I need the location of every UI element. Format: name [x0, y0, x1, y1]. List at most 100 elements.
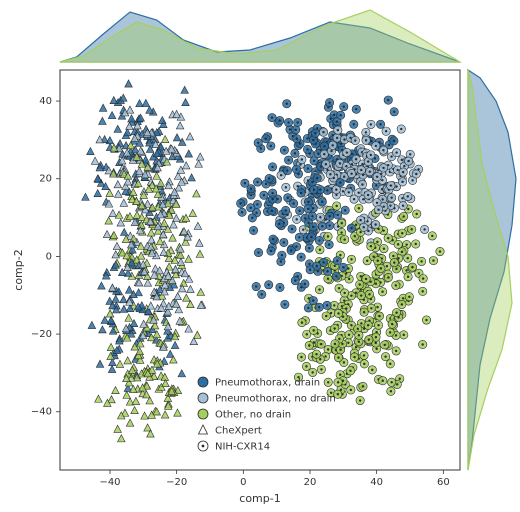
scatter-point	[110, 96, 118, 103]
scatter-point-dot	[280, 174, 282, 176]
scatter-point	[196, 239, 204, 246]
scatter-point-dot	[311, 215, 313, 217]
scatter-point-dot	[371, 369, 373, 371]
scatter-point-dot	[300, 356, 302, 358]
legend-marker	[198, 393, 208, 403]
scatter-point-dot	[310, 236, 312, 238]
scatter-point-dot	[363, 363, 365, 365]
scatter-point-dot	[312, 139, 314, 141]
scatter-point-dot	[271, 198, 273, 200]
scatter-point-dot	[375, 342, 377, 344]
scatter-point	[106, 310, 114, 317]
scatter-point	[153, 172, 161, 179]
scatter-point-dot	[348, 278, 350, 280]
scatter-point-dot	[338, 287, 340, 289]
scatter-point-dot	[294, 129, 296, 131]
scatter-point-dot	[301, 158, 303, 160]
scatter-point-dot	[384, 355, 386, 357]
scatter-point-dot	[370, 140, 372, 142]
scatter-point	[105, 217, 113, 224]
scatter-point-dot	[355, 158, 357, 160]
y-tick-label: 20	[39, 174, 52, 185]
y-tick-label: 0	[46, 251, 52, 262]
scatter-point-dot	[422, 277, 424, 279]
scatter-point-dot	[403, 334, 405, 336]
scatter-point-dot	[287, 159, 289, 161]
scatter-point	[112, 387, 120, 394]
scatter-point-dot	[312, 299, 314, 301]
scatter-point-dot	[381, 179, 383, 181]
scatter-point	[141, 412, 149, 419]
scatter-point-dot	[395, 151, 397, 153]
scatter-point-dot	[285, 186, 287, 188]
scatter-point	[183, 294, 191, 301]
scatter-point-dot	[328, 101, 330, 103]
scatter-point-dot	[407, 276, 409, 278]
scatter-point-dot	[350, 389, 352, 391]
scatter-point-dot	[390, 155, 392, 157]
scatter-point	[182, 99, 190, 106]
scatter-point-dot	[261, 293, 263, 295]
legend-label: NIH-CXR14	[215, 442, 270, 453]
scatter-point-dot	[256, 181, 258, 183]
scatter-point-dot	[370, 245, 372, 247]
scatter-point-dot	[391, 323, 393, 325]
scatter-point-dot	[334, 343, 336, 345]
scatter-point	[194, 222, 202, 229]
scatter-point-dot	[308, 344, 310, 346]
scatter-point-dot	[280, 260, 282, 262]
scatter-point-dot	[425, 319, 427, 321]
scatter-point-dot	[319, 358, 321, 360]
scatter-point-dot	[358, 207, 360, 209]
scatter-point-dot	[383, 205, 385, 207]
scatter-point-dot	[320, 343, 322, 345]
scatter-point-dot	[318, 239, 320, 241]
scatter-point	[182, 162, 190, 169]
scatter-point-dot	[411, 266, 413, 268]
scatter-point-dot	[360, 169, 362, 171]
scatter-point-dot	[393, 140, 395, 142]
scatter-point-dot	[307, 167, 309, 169]
scatter-point	[113, 242, 121, 249]
scatter-point-dot	[382, 167, 384, 169]
scatter-point-dot	[360, 294, 362, 296]
scatter-point-dot	[279, 286, 281, 288]
scatter-point	[126, 419, 134, 426]
scatter-point	[125, 80, 133, 87]
scatter-point-dot	[387, 99, 389, 101]
scatter-point-dot	[395, 350, 397, 352]
scatter-point-dot	[367, 194, 369, 196]
scatter-point-dot	[399, 378, 401, 380]
scatter-point-dot	[408, 296, 410, 298]
scatter-point-dot	[263, 194, 265, 196]
scatter-point	[170, 221, 178, 228]
scatter-point	[125, 314, 133, 321]
scatter-point-dot	[376, 202, 378, 204]
x-tick-label: 20	[304, 477, 317, 488]
scatter-point	[132, 397, 140, 404]
scatter-point-dot	[347, 342, 349, 344]
scatter-point-dot	[256, 203, 258, 205]
scatter-point	[178, 370, 186, 377]
scatter-point	[109, 284, 117, 291]
scatter-point	[187, 301, 195, 308]
scatter-point-dot	[377, 324, 379, 326]
scatter-point	[177, 258, 185, 265]
scatter-point-dot	[366, 260, 368, 262]
scatter-point-dot	[353, 198, 355, 200]
scatter-point-dot	[336, 137, 338, 139]
scatter-point-dot	[287, 197, 289, 199]
scatter-point-dot	[407, 195, 409, 197]
scatter-point-dot	[311, 181, 313, 183]
scatter-point-dot	[418, 272, 420, 274]
scatter-point-dot	[421, 290, 423, 292]
scatter-point-dot	[283, 149, 285, 151]
scatter-point-dot	[337, 381, 339, 383]
scatter-point-dot	[363, 226, 365, 228]
scatter-point-dot	[323, 153, 325, 155]
scatter-point	[140, 320, 148, 327]
scatter-point-dot	[350, 172, 352, 174]
scatter-point-dot	[390, 184, 392, 186]
scatter-point-dot	[283, 241, 285, 243]
x-tick-label: 40	[370, 477, 383, 488]
